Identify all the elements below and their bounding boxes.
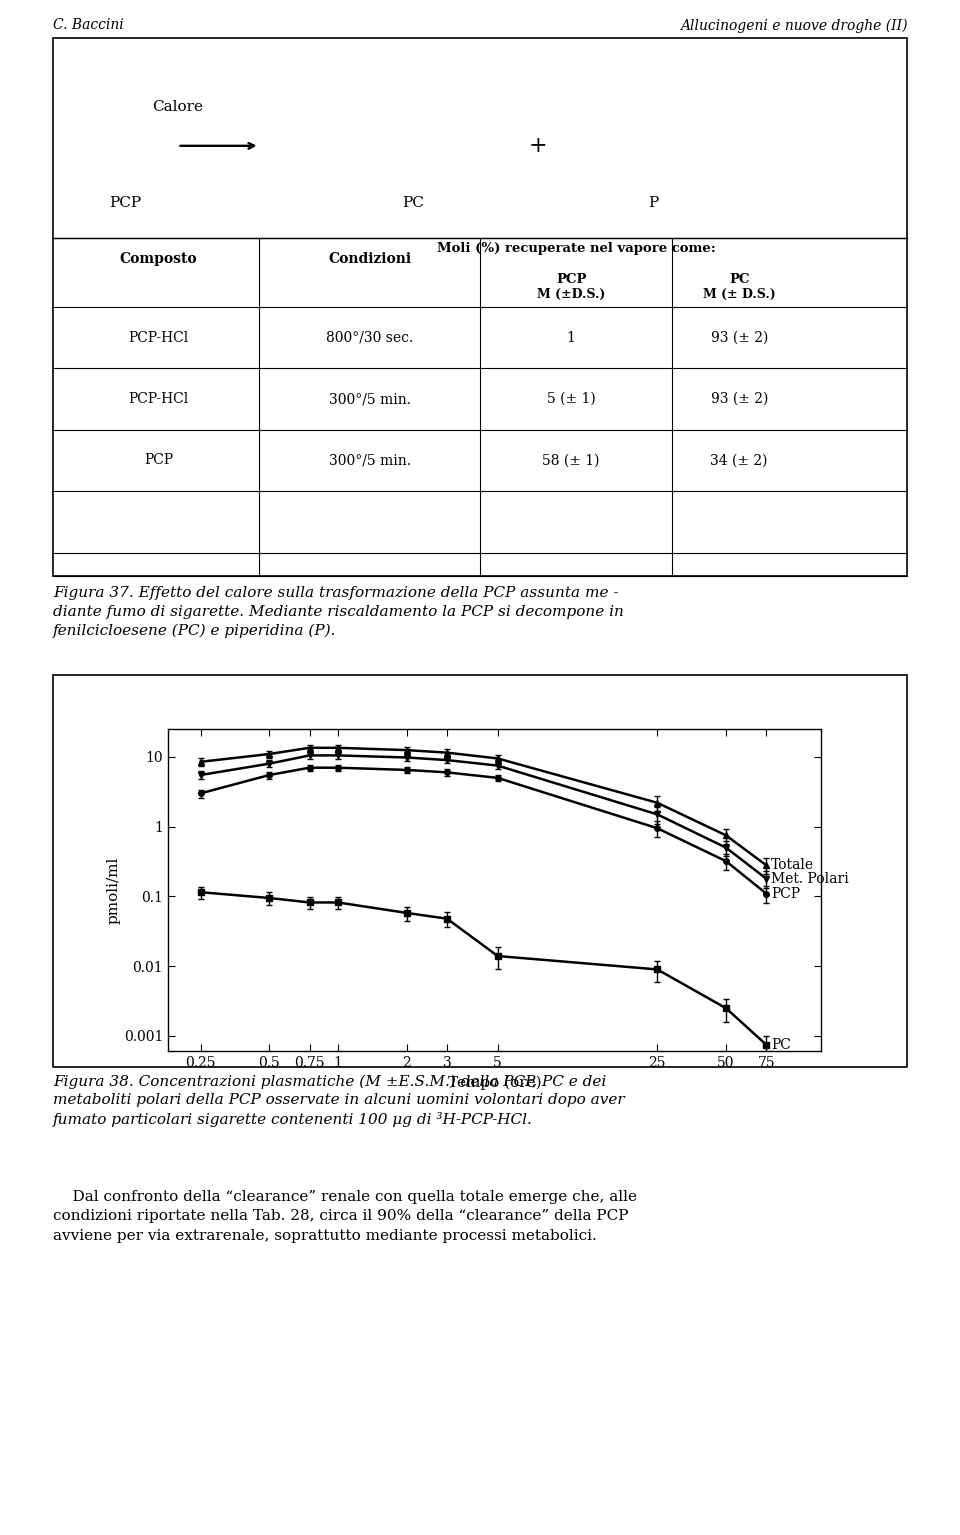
Text: PCP-HCl: PCP-HCl xyxy=(129,391,188,407)
Text: Calore: Calore xyxy=(152,100,204,115)
Text: PCP: PCP xyxy=(144,453,173,468)
Text: PC: PC xyxy=(402,195,423,210)
Text: PC: PC xyxy=(729,273,750,286)
Text: Moli (%) recuperate nel vapore come:: Moli (%) recuperate nel vapore come: xyxy=(437,243,715,255)
Text: PCP: PCP xyxy=(108,195,141,210)
Text: Caleidoscopio: Caleidoscopio xyxy=(192,1475,322,1494)
X-axis label: Tempo (ore): Tempo (ore) xyxy=(447,1076,541,1090)
Text: Figura 38. Concentrazioni plasmatiche (M ±E.S.M.) della PCP, PC e dei
metaboliti: Figura 38. Concentrazioni plasmatiche (M… xyxy=(53,1074,624,1127)
Text: Composto: Composto xyxy=(120,252,197,267)
Text: Allucinogeni e nuove droghe (II): Allucinogeni e nuove droghe (II) xyxy=(680,18,907,32)
Text: PC: PC xyxy=(771,1038,791,1051)
Text: 1: 1 xyxy=(566,330,576,345)
Text: Totale: Totale xyxy=(771,858,814,872)
Text: Figura 37. Effetto del calore sulla trasformazione della PCP assunta me -
diante: Figura 37. Effetto del calore sulla tras… xyxy=(53,586,624,637)
Text: Dal confronto della “clearance” renale con quella totale emerge che, alle
condiz: Dal confronto della “clearance” renale c… xyxy=(53,1190,636,1243)
Text: M (± D.S.): M (± D.S.) xyxy=(703,289,776,301)
Text: PCP-HCl: PCP-HCl xyxy=(129,330,188,345)
Text: 800°/30 sec.: 800°/30 sec. xyxy=(326,330,413,345)
Text: M (±D.S.): M (±D.S.) xyxy=(537,289,606,301)
Text: 58 (± 1): 58 (± 1) xyxy=(542,453,600,468)
Text: 93 (± 2): 93 (± 2) xyxy=(710,330,768,345)
Text: PCP: PCP xyxy=(556,273,587,286)
Text: 34 (± 2): 34 (± 2) xyxy=(710,453,768,468)
Text: +: + xyxy=(528,135,547,157)
Text: 8: 8 xyxy=(58,1475,69,1494)
Text: P: P xyxy=(648,195,658,210)
Text: 93 (± 2): 93 (± 2) xyxy=(710,391,768,407)
Text: PCP: PCP xyxy=(771,887,801,901)
Text: Met. Polari: Met. Polari xyxy=(771,872,849,886)
Text: 300°/5 min.: 300°/5 min. xyxy=(328,453,411,468)
Text: 300°/5 min.: 300°/5 min. xyxy=(328,391,411,407)
Text: C. Baccini: C. Baccini xyxy=(53,18,124,32)
Y-axis label: pmoli/ml: pmoli/ml xyxy=(107,857,121,924)
Text: Condizioni: Condizioni xyxy=(328,252,411,267)
Text: 5 (± 1): 5 (± 1) xyxy=(547,391,595,407)
